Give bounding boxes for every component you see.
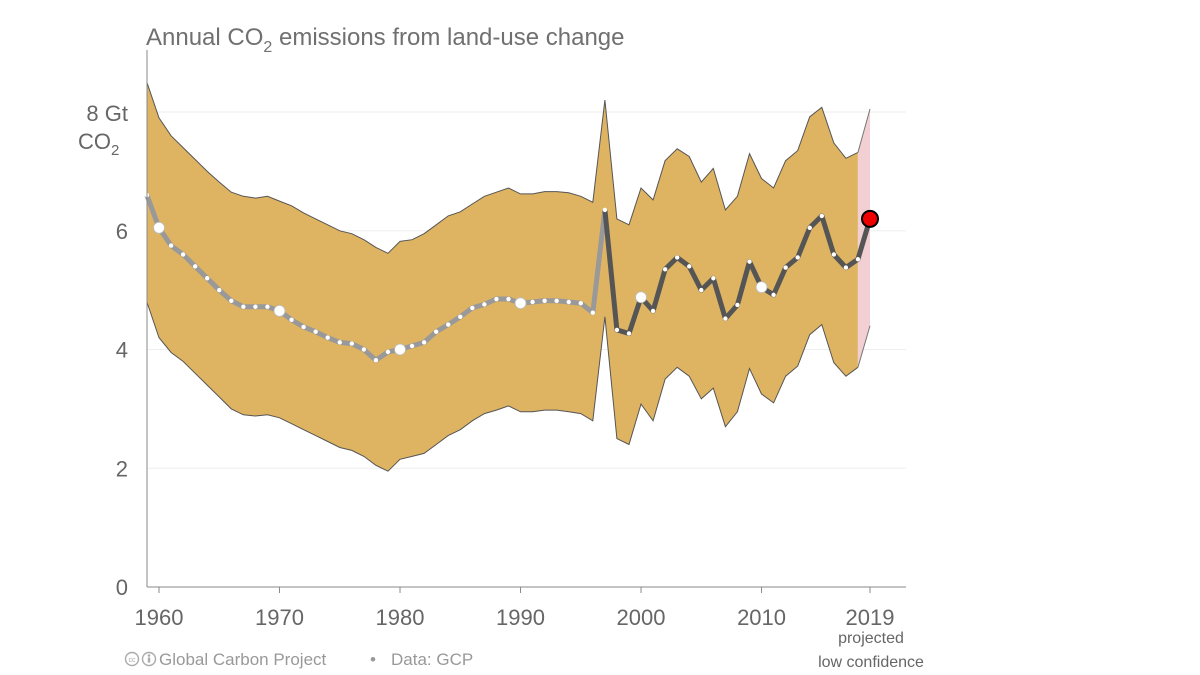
data-point bbox=[566, 299, 571, 305]
data-point bbox=[626, 331, 632, 336]
data-point bbox=[506, 296, 511, 302]
data-point bbox=[394, 343, 406, 356]
data-point bbox=[578, 300, 583, 306]
data-point bbox=[168, 243, 174, 248]
data-point bbox=[153, 221, 165, 234]
projection-band-upper-edge bbox=[857, 108, 871, 153]
data-point bbox=[192, 264, 198, 269]
footer: cc Global Carbon Project • Data: GCP bbox=[124, 650, 473, 669]
low-confidence-note: low confidence bbox=[818, 654, 924, 671]
data-point bbox=[337, 340, 342, 345]
y-tick-label: 4 bbox=[116, 338, 128, 363]
y-tick-label: 0 bbox=[116, 575, 128, 600]
y-tick-labels: 0 2 4 6 bbox=[116, 219, 128, 600]
data-point bbox=[542, 298, 547, 304]
footer-source: Global Carbon Project bbox=[159, 650, 327, 669]
uncertainty-band bbox=[146, 82, 858, 472]
data-point bbox=[180, 252, 186, 257]
data-point bbox=[361, 347, 367, 352]
data-point bbox=[409, 343, 415, 349]
y-tick-label: 2 bbox=[116, 456, 128, 481]
cc-license-icon: cc bbox=[124, 651, 140, 667]
data-point bbox=[687, 264, 692, 269]
data-point bbox=[265, 304, 270, 309]
data-point bbox=[699, 287, 704, 293]
data-points bbox=[144, 192, 879, 363]
data-point bbox=[819, 213, 824, 219]
x-tick-label: 1970 bbox=[255, 605, 304, 630]
data-point bbox=[735, 302, 740, 308]
data-point bbox=[674, 255, 680, 260]
y-tick-label: 6 bbox=[116, 219, 128, 244]
data-point bbox=[373, 357, 379, 363]
x-tick-label: 1990 bbox=[496, 605, 545, 630]
data-point bbox=[783, 265, 788, 270]
data-point bbox=[446, 322, 451, 327]
x-tick-label: 1980 bbox=[376, 605, 425, 630]
chart-title: Annual CO2 emissions from land-use chang… bbox=[146, 24, 624, 56]
attribution-icon bbox=[141, 651, 157, 667]
data-point bbox=[301, 324, 306, 330]
x-tick-label: 2000 bbox=[617, 605, 666, 630]
data-point bbox=[229, 298, 234, 304]
data-point bbox=[831, 252, 837, 257]
data-point bbox=[614, 327, 620, 333]
data-point bbox=[385, 349, 391, 355]
data-point bbox=[514, 297, 527, 310]
data-point bbox=[325, 335, 330, 340]
data-point bbox=[458, 314, 463, 320]
data-point bbox=[650, 308, 656, 314]
data-point bbox=[747, 259, 752, 264]
data-point bbox=[205, 276, 210, 281]
band-lower-edge bbox=[146, 301, 859, 472]
projected-point bbox=[861, 209, 879, 228]
y-unit-label-line1: 8 Gt bbox=[86, 101, 128, 126]
data-point bbox=[711, 276, 716, 281]
data-point bbox=[470, 305, 475, 311]
projected-note: projected bbox=[838, 630, 904, 647]
data-point bbox=[217, 287, 222, 293]
projection-band-lower-edge bbox=[857, 325, 871, 368]
band-upper-edge bbox=[146, 82, 859, 254]
data-point bbox=[635, 291, 647, 304]
x-tick-label: 2019 bbox=[846, 605, 895, 630]
data-point bbox=[421, 340, 427, 345]
footer-separator: • bbox=[370, 650, 376, 669]
x-tick-labels: 1960 1970 1980 1990 2000 2010 2019 bbox=[135, 587, 895, 630]
x-tick-label: 1960 bbox=[135, 605, 184, 630]
data-point bbox=[795, 255, 800, 260]
data-point bbox=[349, 341, 355, 346]
data-point bbox=[807, 225, 812, 230]
footer-data-credit: Data: GCP bbox=[391, 650, 473, 669]
data-point bbox=[590, 310, 596, 315]
data-point bbox=[554, 298, 559, 304]
data-point bbox=[241, 304, 246, 309]
data-point bbox=[771, 292, 776, 298]
data-point bbox=[482, 302, 487, 307]
data-point bbox=[755, 281, 768, 294]
data-point bbox=[273, 305, 286, 317]
y-unit-label-line2: CO2 bbox=[78, 129, 119, 159]
data-point bbox=[253, 304, 258, 309]
data-point bbox=[494, 296, 499, 302]
svg-text:cc: cc bbox=[129, 657, 137, 664]
data-point bbox=[313, 329, 318, 334]
data-point bbox=[723, 316, 728, 321]
data-point bbox=[433, 329, 439, 334]
data-point bbox=[843, 265, 849, 270]
data-point bbox=[662, 267, 668, 272]
data-point bbox=[602, 207, 608, 213]
data-point bbox=[855, 257, 861, 262]
x-tick-label: 2010 bbox=[737, 605, 786, 630]
data-point bbox=[530, 299, 535, 305]
data-point bbox=[289, 317, 294, 323]
